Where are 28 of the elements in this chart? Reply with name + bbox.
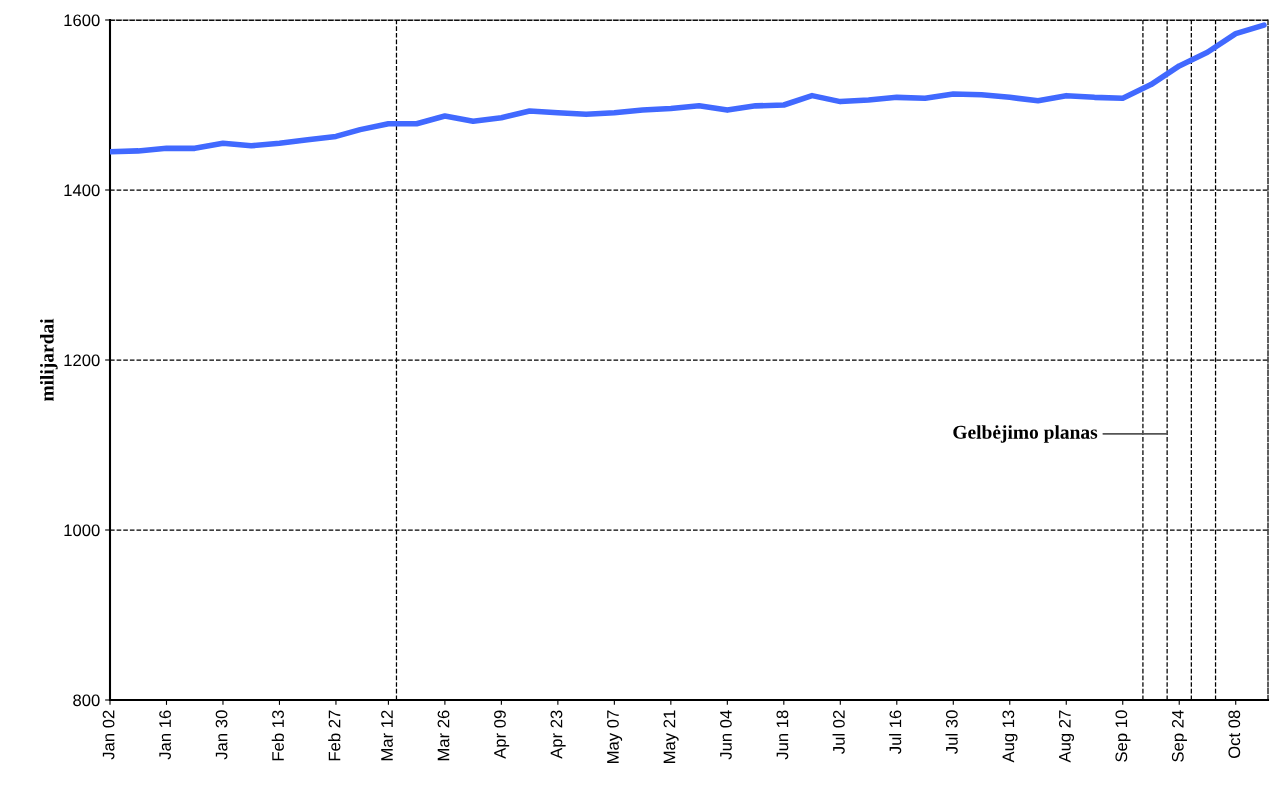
y-tick-label: 1000 <box>64 524 100 537</box>
x-tick-label: Jun 04 <box>720 710 732 760</box>
x-tick-label: Aug 13 <box>1002 710 1018 763</box>
x-tick-label: May 07 <box>607 710 623 764</box>
x-tick-label: Sep 24 <box>1171 710 1187 762</box>
x-tick-label: Apr 23 <box>550 710 566 759</box>
x-tick-label: Feb 13 <box>271 710 284 761</box>
x-tick-label: Feb 27 <box>328 710 341 761</box>
x-tick-label: Jul 30 <box>945 710 958 754</box>
y-tick-label: 800 <box>73 694 100 707</box>
y-tick-label: 1600 <box>64 14 100 27</box>
x-tick-label: Jul 02 <box>832 710 845 754</box>
x-tick-label: Apr 09 <box>494 710 510 759</box>
annotation: Gelbėjimo planas <box>953 425 1098 443</box>
x-tick-label: Jan 30 <box>215 710 228 760</box>
y-tick-label: 1400 <box>64 184 100 197</box>
x-tick-label: Mar 26 <box>437 710 450 761</box>
x-tick-label: Mar 12 <box>381 710 393 761</box>
x-tick-label: Jul 16 <box>889 710 902 754</box>
x-tick-label: Oct 08 <box>1228 710 1241 759</box>
y-axis-title: milijardai <box>40 318 58 402</box>
x-tick-label: Sep 10 <box>1115 710 1131 762</box>
x-tick-label: May 21 <box>663 710 679 764</box>
y-tick-label: 1200 <box>64 354 100 367</box>
x-tick-label: Jun 18 <box>776 710 789 760</box>
x-tick-label: Aug 27 <box>1058 710 1075 763</box>
x-tick-label: Jan 16 <box>159 710 171 760</box>
x-tick-label: Jan 02 <box>102 710 115 760</box>
